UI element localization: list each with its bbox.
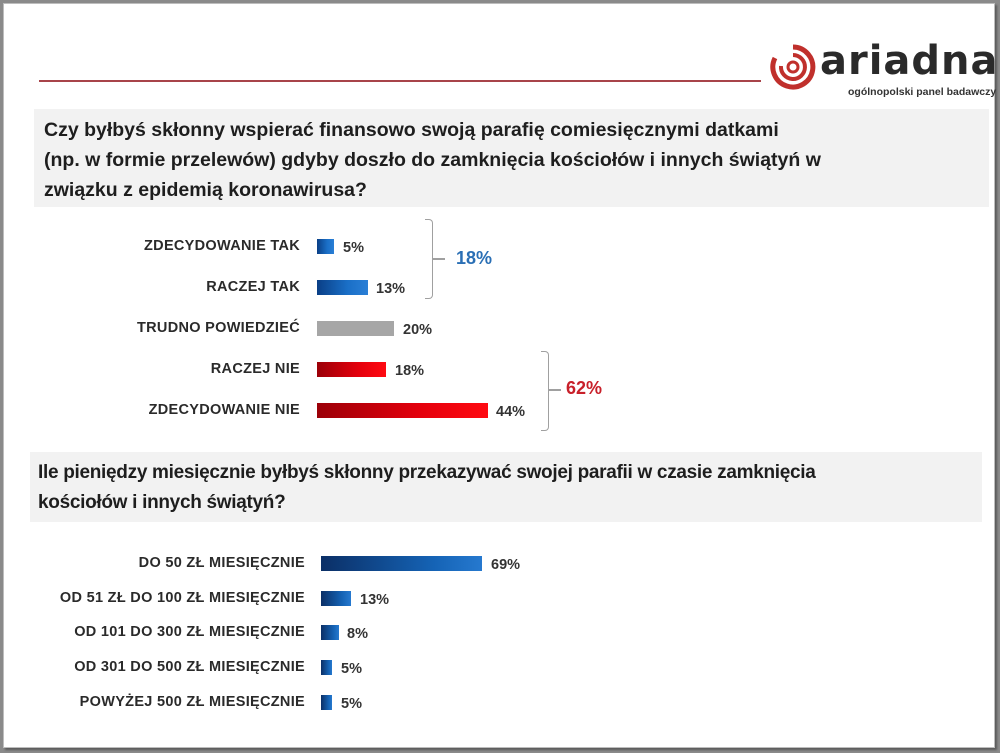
category-label: RACZEJ NIE [210,361,300,377]
category-label: OD 101 DO 300 ZŁ MIESIĘCZNIE [74,624,305,640]
group-bracket-yes [425,219,433,299]
question-2-line: kościołów i innych świątyń? [38,492,286,513]
bar [317,362,386,377]
logo-tagline: ogólnopolski panel badawczy [848,86,997,98]
question-1-line: Czy byłbyś skłonny wspierać finansowo sw… [44,119,779,141]
bar [321,556,482,571]
question-1-line: związku z epidemią koronawirusa? [44,179,367,201]
value-label: 44% [496,404,526,420]
group-bracket-tick [433,258,445,260]
category-label: RACZEJ TAK [206,279,300,295]
value-label: 69% [491,557,521,573]
group-bracket-no [541,351,549,431]
chart-2-row: OD 51 ZŁ DO 100 ZŁ MIESIĘCZNIE 13% [4,588,998,608]
category-label: OD 51 ZŁ DO 100 ZŁ MIESIĘCZNIE [59,590,305,606]
value-label: 5% [343,240,364,256]
category-label: OD 301 DO 500 ZŁ MIESIĘCZNIE [74,659,305,675]
header-rule [39,80,761,82]
chart-2-row: OD 101 DO 300 ZŁ MIESIĘCZNIE 8% [4,622,998,642]
bar [317,403,488,418]
question-1-line: (np. w formie przelewów) gdyby doszło do… [44,149,821,171]
logo-wordmark: ariadna [820,38,999,84]
bar [321,591,351,606]
value-label: 20% [403,322,433,338]
category-label: ZDECYDOWANIE TAK [144,238,300,254]
value-label: 5% [341,661,362,677]
bar [321,660,332,675]
value-label: 5% [341,696,362,712]
bar [321,625,339,640]
chart-2-row: DO 50 ZŁ MIESIĘCZNIE 69% [4,553,998,573]
value-label: 8% [347,626,368,642]
value-label: 18% [395,363,425,379]
category-label: DO 50 ZŁ MIESIĘCZNIE [138,555,305,571]
slide: ariadna ogólnopolski panel badawczy Czy … [3,3,998,748]
chart-1-row: ZDECYDOWANIE NIE 44% [4,400,998,420]
value-label: 13% [376,281,406,297]
group-total-no: 62% [566,378,603,398]
chart-1-row: RACZEJ NIE 18% [4,359,998,379]
question-1: Czy byłbyś skłonny wspierać finansowo sw… [34,109,989,207]
bar [317,280,368,295]
bar [321,695,332,710]
chart-1-row: RACZEJ TAK 13% [4,277,998,297]
chart-1-row: TRUDNO POWIEDZIEĆ 20% [4,318,998,338]
group-bracket-tick [549,389,561,391]
value-label: 13% [360,592,390,608]
chart-2-row: POWYŻEJ 500 ZŁ MIESIĘCZNIE 5% [4,692,998,712]
ariadna-logo: ariadna ogólnopolski panel badawczy [768,38,998,100]
question-2: Ile pieniędzy miesięcznie byłbyś skłonny… [30,452,982,522]
chart-1-row: ZDECYDOWANIE TAK 5% [4,236,998,256]
category-label: POWYŻEJ 500 ZŁ MIESIĘCZNIE [79,694,305,710]
category-label: ZDECYDOWANIE NIE [148,402,300,418]
chart-2-row: OD 301 DO 500 ZŁ MIESIĘCZNIE 5% [4,657,998,677]
group-total-yes: 18% [456,248,493,268]
bar [317,321,394,336]
ariadna-spiral-icon [770,44,816,90]
question-2-line: Ile pieniędzy miesięcznie byłbyś skłonny… [38,462,816,483]
category-label: TRUDNO POWIEDZIEĆ [137,320,300,336]
bar [317,239,334,254]
